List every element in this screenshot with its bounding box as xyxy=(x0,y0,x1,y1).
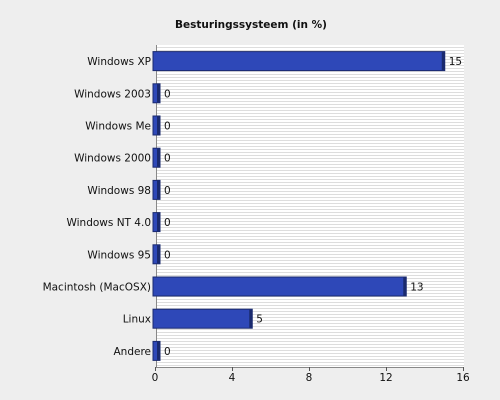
x-tick-label: 0 xyxy=(152,372,159,384)
category-label: Windows 2000 xyxy=(74,153,151,165)
value-label: 0 xyxy=(164,153,171,165)
category-label: Macintosh (MacOSX) xyxy=(43,282,151,294)
bar-edge xyxy=(249,309,253,328)
category-label: Andere xyxy=(113,346,151,358)
category-label: Linux xyxy=(123,314,151,326)
value-label: 15 xyxy=(449,56,462,68)
category-label: Windows NT 4.0 xyxy=(66,217,151,229)
bar-edge xyxy=(157,84,160,103)
bar-edge xyxy=(441,52,445,71)
bar-edge xyxy=(157,341,160,360)
category-label: Windows Me xyxy=(85,121,151,133)
x-tick-label: 8 xyxy=(306,372,313,384)
value-label: 0 xyxy=(164,121,171,133)
chart-title: Besturingssysteem (in %) xyxy=(175,19,327,31)
bars xyxy=(152,51,446,361)
category-label: Windows 2003 xyxy=(74,88,151,100)
x-tick-label: 4 xyxy=(229,372,236,384)
bar-edge xyxy=(157,213,160,232)
category-label: Windows 95 xyxy=(87,249,151,261)
category-label: Windows 98 xyxy=(87,185,151,197)
bar-edge xyxy=(157,148,160,167)
bar-edge xyxy=(403,277,407,296)
x-tick-label: 12 xyxy=(379,372,392,384)
bar xyxy=(152,51,446,72)
bar xyxy=(152,308,253,329)
value-label: 0 xyxy=(164,346,171,358)
value-label: 5 xyxy=(256,314,263,326)
category-label: Windows XP xyxy=(87,56,151,68)
bar-edge xyxy=(157,245,160,264)
x-tick-label: 16 xyxy=(456,372,470,384)
bar-edge xyxy=(157,180,160,199)
value-label: 0 xyxy=(164,88,171,100)
value-label: 0 xyxy=(164,185,171,197)
value-label: 13 xyxy=(410,282,423,294)
bar xyxy=(152,276,407,297)
bar-edge xyxy=(157,116,160,135)
labels: 0 4 8 12 16 Windows XP 15 Windows 2003 0 Windows … xyxy=(43,56,470,384)
value-label: 0 xyxy=(164,249,171,261)
value-label: 0 xyxy=(164,217,171,229)
